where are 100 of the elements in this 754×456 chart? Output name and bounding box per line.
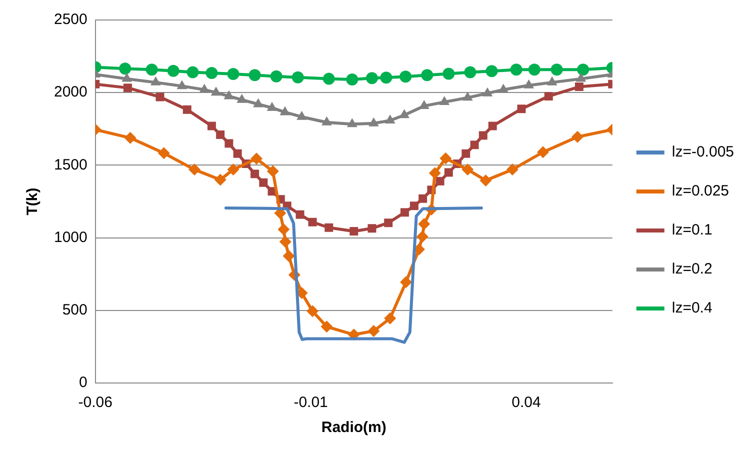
point — [124, 132, 136, 144]
point — [350, 227, 358, 236]
point — [510, 64, 522, 76]
point — [462, 92, 473, 101]
point — [119, 62, 132, 75]
point — [156, 92, 164, 102]
point — [306, 305, 319, 318]
point — [486, 65, 498, 78]
point — [550, 64, 563, 76]
point — [462, 164, 474, 176]
point — [436, 176, 444, 186]
point — [320, 320, 333, 333]
y-tick-label: 2000 — [54, 84, 88, 101]
point — [470, 140, 479, 150]
point — [410, 202, 418, 210]
point — [167, 64, 180, 77]
point — [266, 165, 279, 178]
point — [346, 74, 358, 86]
point — [384, 312, 396, 324]
point — [296, 210, 304, 219]
point — [188, 164, 200, 176]
x-tick-label: -0.01 — [294, 394, 328, 412]
y-tick-label: 1000 — [54, 228, 88, 246]
point — [442, 68, 455, 80]
point — [418, 218, 430, 230]
point — [546, 76, 558, 86]
y-tick-label: 0 — [79, 374, 88, 392]
point — [236, 94, 248, 103]
point — [186, 66, 199, 78]
x-tick-label: -0.06 — [78, 394, 112, 412]
legend-label: lz=-0.005 — [672, 144, 734, 161]
point — [366, 72, 378, 84]
point — [270, 70, 282, 82]
point — [478, 131, 488, 140]
y-tick-label: 2500 — [54, 11, 88, 28]
point — [440, 152, 452, 164]
point — [380, 72, 392, 84]
point — [576, 72, 586, 82]
point — [182, 105, 192, 114]
point — [227, 68, 240, 80]
point — [224, 139, 234, 148]
legend-label: lz=0.025 — [672, 182, 730, 200]
point — [266, 102, 278, 111]
point — [400, 276, 412, 288]
point — [368, 224, 376, 233]
legend-label: lz=0.1 — [672, 222, 712, 239]
point — [368, 117, 379, 126]
point — [253, 98, 264, 108]
point — [528, 64, 540, 76]
point — [482, 87, 493, 96]
point — [322, 72, 335, 85]
point — [574, 82, 584, 92]
point — [577, 64, 590, 76]
point — [462, 149, 470, 158]
point — [296, 110, 307, 120]
point — [416, 230, 428, 243]
point — [439, 96, 450, 106]
legend-label: lz=0.4 — [672, 300, 712, 317]
point — [250, 152, 263, 165]
point — [207, 122, 216, 130]
y-axis-title: T(k) — [24, 188, 42, 216]
point — [176, 80, 188, 90]
point — [278, 223, 290, 236]
point — [464, 66, 476, 78]
point — [214, 174, 226, 186]
point — [308, 218, 317, 226]
point — [428, 167, 441, 180]
point — [282, 250, 295, 262]
point — [537, 146, 550, 158]
y-tick-label: 500 — [62, 302, 88, 319]
point — [400, 208, 409, 217]
point — [150, 76, 161, 86]
point — [544, 92, 553, 100]
point — [444, 168, 453, 177]
point — [498, 84, 509, 93]
point — [227, 164, 240, 176]
point — [480, 174, 492, 186]
point — [279, 236, 292, 248]
point — [418, 194, 428, 203]
point — [324, 223, 334, 232]
point — [421, 69, 434, 82]
point — [259, 178, 268, 187]
point — [216, 130, 225, 139]
point — [384, 218, 393, 228]
point — [488, 122, 497, 130]
point — [224, 90, 234, 100]
point — [158, 147, 170, 160]
point — [384, 114, 396, 124]
x-axis-title: Radio(m) — [321, 419, 386, 436]
point — [524, 79, 534, 88]
point — [206, 67, 218, 79]
point — [399, 109, 410, 118]
point — [123, 84, 132, 92]
point — [210, 86, 222, 96]
point — [233, 149, 242, 158]
point — [292, 71, 304, 84]
point — [248, 69, 261, 82]
point — [400, 70, 412, 83]
point — [571, 130, 584, 143]
point — [280, 106, 290, 116]
